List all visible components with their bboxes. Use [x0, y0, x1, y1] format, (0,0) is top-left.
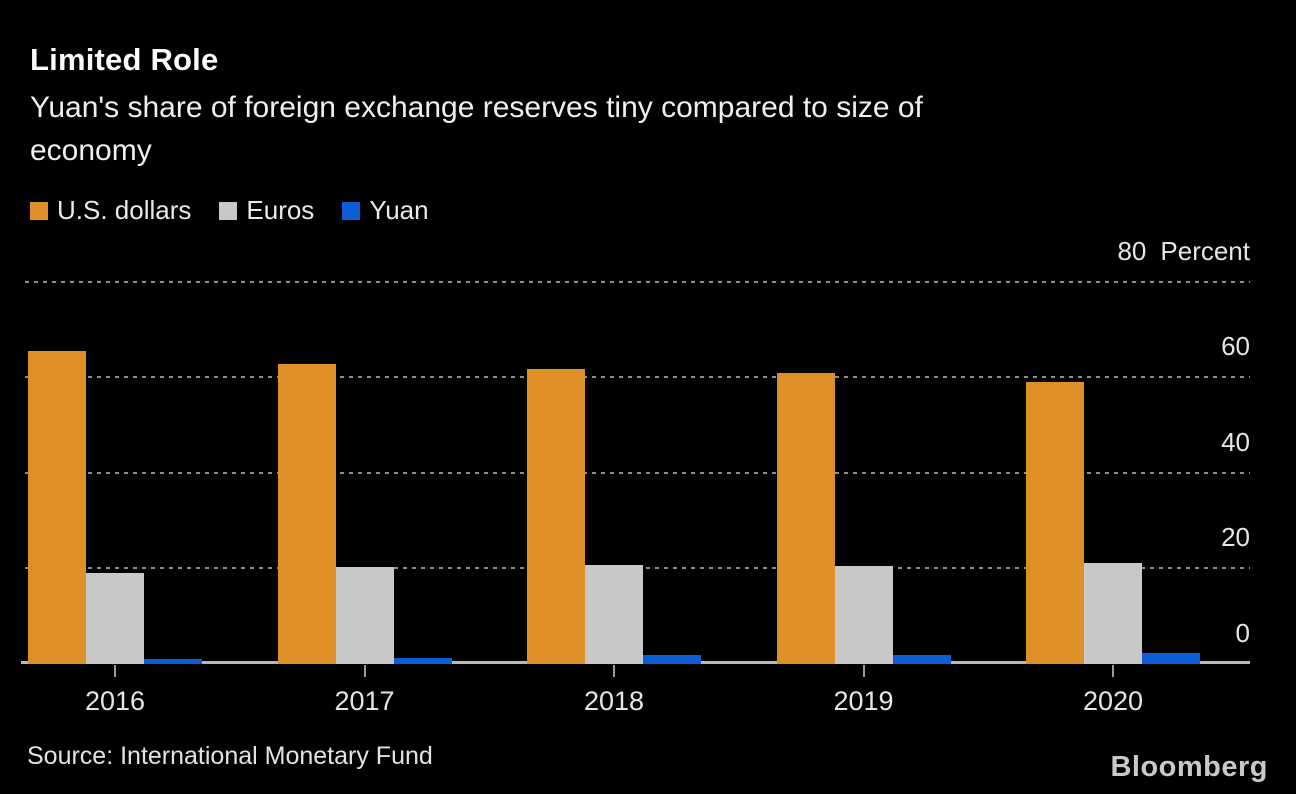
bar-euros-2019 — [834, 566, 893, 664]
y-axis-label-20: 20 — [1221, 522, 1250, 553]
x-axis-label-2020: 2020 — [1082, 686, 1144, 716]
legend-item-us-dollars: U.S. dollars — [30, 195, 191, 226]
chart-legend: U.S. dollars Euros Yuan — [30, 195, 429, 226]
legend-swatch-yuan-icon — [342, 201, 361, 220]
y-axis-label-40: 40 — [1221, 426, 1250, 457]
legend-swatch-euros-icon — [219, 201, 238, 220]
gridline-80 — [25, 280, 1250, 283]
legend-item-yuan: Yuan — [342, 195, 429, 226]
bar-yuan-2020 — [1142, 653, 1200, 664]
x-axis-tick-2020 — [1112, 665, 1114, 677]
bar-u-s-dollars-2018 — [527, 369, 585, 664]
chart-subtitle: Yuan's share of foreign exchange reserve… — [30, 91, 923, 167]
chart-title: Limited Role — [30, 42, 219, 77]
bar-euros-2020 — [1084, 563, 1142, 664]
legend-swatch-us-dollars-icon — [30, 201, 48, 220]
legend-label-us-dollars: U.S. dollars — [57, 195, 192, 225]
bar-euros-2017 — [335, 567, 394, 664]
x-axis-tick-2016 — [114, 665, 116, 677]
bar-yuan-2019 — [892, 655, 951, 664]
bar-u-s-dollars-2016 — [28, 351, 86, 664]
gridline-60 — [25, 376, 1250, 379]
x-axis-tick-2017 — [363, 665, 366, 677]
gridline-40 — [25, 471, 1250, 474]
x-axis-label-2018: 2018 — [583, 686, 645, 716]
legend-label-euros: Euros — [246, 195, 315, 225]
bar-yuan-2018 — [643, 655, 701, 664]
legend-label-yuan: Yuan — [369, 195, 429, 225]
bar-euros-2016 — [86, 573, 144, 664]
x-axis-label-2017: 2017 — [334, 686, 395, 716]
bar-u-s-dollars-2017 — [277, 364, 336, 664]
bar-u-s-dollars-2020 — [1026, 382, 1084, 664]
bar-u-s-dollars-2019 — [776, 373, 835, 664]
x-axis-tick-2018 — [613, 665, 615, 677]
x-axis-label-2019: 2019 — [833, 686, 894, 716]
y-axis-label-0: 0 — [1235, 618, 1250, 648]
y-axis-label-60: 60 — [1221, 331, 1250, 362]
y-axis-unit: Percent — [1160, 235, 1250, 266]
y-axis-label-80: 80 Percent — [1117, 235, 1250, 266]
bloomberg-logo: Bloomberg — [1110, 751, 1268, 783]
bar-yuan-2016 — [144, 659, 202, 664]
x-axis-label-2016: 2016 — [84, 686, 146, 716]
source-note: Source: International Monetary Fund — [27, 742, 433, 770]
legend-item-euros: Euros — [219, 195, 314, 226]
x-axis-tick-2019 — [862, 665, 865, 677]
bar-yuan-2017 — [393, 658, 452, 664]
bar-euros-2018 — [585, 565, 643, 664]
